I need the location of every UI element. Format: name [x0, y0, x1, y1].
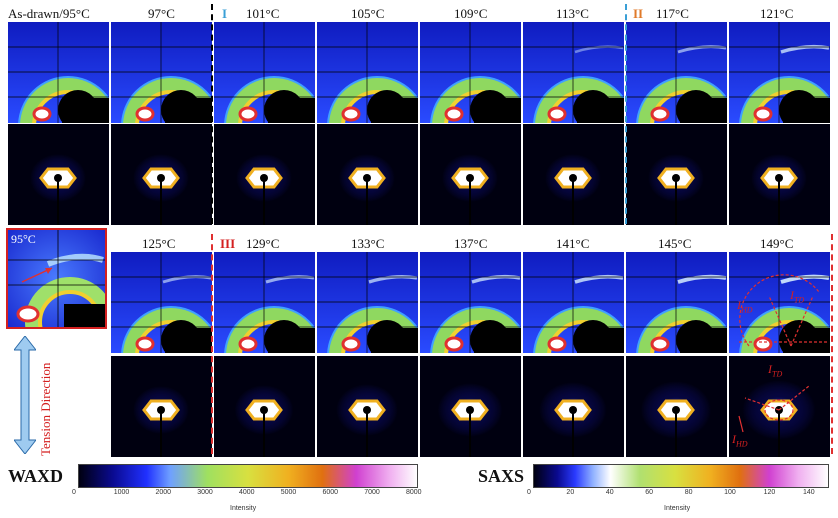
- waxd-pattern: [729, 252, 830, 353]
- colorbar-tick: 80: [684, 489, 693, 496]
- saxs-pattern: [111, 124, 212, 225]
- saxs-title: SAXS: [478, 466, 525, 486]
- stage-iii-label: III: [220, 236, 236, 251]
- colorbar-tick: 1000: [113, 489, 130, 496]
- waxd-title: WAXD: [8, 466, 64, 486]
- saxs-pattern: [214, 356, 315, 457]
- colorbar-tick: 40: [605, 489, 614, 496]
- divider-stage-ii: [211, 234, 213, 454]
- temp-label-r2-5: 145°C: [658, 236, 692, 251]
- inset-95c-pattern: 95°C: [6, 228, 107, 329]
- waxd-pattern: [420, 252, 521, 353]
- saxs-pattern: [626, 356, 727, 457]
- itd-label-saxs: ITD: [768, 362, 783, 379]
- temp-label-r1-5: 113°C: [556, 6, 589, 21]
- saxs-pattern: [8, 124, 109, 225]
- colorbar-tick: 8000: [406, 489, 422, 496]
- itd-label-waxd: ITD: [790, 288, 805, 305]
- stage-ii-label: II: [633, 6, 644, 21]
- colorbar-tick: 7000: [364, 489, 380, 496]
- temp-label-r1-7: 121°C: [760, 6, 794, 21]
- colorbar-tick: 100: [724, 489, 736, 496]
- temp-label-r1-1: 97°C: [148, 6, 175, 21]
- waxd-pattern: [626, 22, 727, 123]
- saxs-pattern: [729, 124, 830, 225]
- waxd-colorbar: [78, 464, 418, 488]
- colorbar-tick: 2000: [155, 489, 172, 496]
- temp-label-r1-4: 109°C: [454, 6, 488, 21]
- saxs-pattern: [111, 356, 212, 457]
- saxs-colorbar: [533, 464, 829, 488]
- saxs-pattern: [626, 124, 727, 225]
- saxs-pattern: [420, 356, 521, 457]
- temp-label-r2-1: 129°C: [246, 236, 280, 251]
- saxs-pattern: [523, 356, 624, 457]
- colorbar-tick: 20: [566, 489, 575, 496]
- waxd-pattern: [523, 252, 624, 353]
- ihd-label-saxs: IHD: [732, 432, 748, 449]
- saxs-pattern: [523, 124, 624, 225]
- waxd-pattern: [8, 22, 109, 123]
- stage-i-label: I: [222, 6, 228, 21]
- temp-label-r2-4: 141°C: [556, 236, 590, 251]
- saxs-axis-label: Intensity: [664, 505, 691, 512]
- waxd-axis-label: Intensity: [230, 505, 257, 512]
- saxs-pattern: [214, 124, 315, 225]
- divider-stage-iii: [831, 234, 833, 454]
- tension-direction-label: Tension Direction: [38, 362, 53, 456]
- temp-label-r2-2: 133°C: [351, 236, 385, 251]
- saxs-pattern: [420, 124, 521, 225]
- divider-start: [211, 4, 213, 224]
- temp-label-r1-0: As-drawn/95°C: [8, 6, 90, 21]
- colorbar-tick: 120: [763, 489, 776, 496]
- waxd-pattern: [111, 22, 212, 123]
- double-arrow-icon: [14, 336, 36, 454]
- temp-label-r1-3: 105°C: [351, 6, 385, 21]
- colorbar-tick: 4000: [239, 489, 255, 496]
- ihd-label-waxd: IHD: [737, 298, 753, 315]
- saxs-pattern: [317, 356, 418, 457]
- waxd-pattern: [523, 22, 624, 123]
- temp-label-r2-0: 125°C: [142, 236, 176, 251]
- temp-label-r2-6: 149°C: [760, 236, 794, 251]
- waxd-pattern: [111, 252, 212, 353]
- waxd-pattern: [420, 22, 521, 123]
- waxd-pattern: [214, 22, 315, 123]
- colorbar-tick: 60: [645, 489, 654, 496]
- inset-temp-label: 95°C: [11, 232, 36, 246]
- colorbar-tick: 5000: [280, 489, 297, 496]
- colorbar-tick: 3000: [197, 489, 213, 496]
- temp-label-r1-6: 117°C: [656, 6, 689, 21]
- colorbar-tick: 0: [72, 489, 76, 496]
- temp-label-r2-3: 137°C: [454, 236, 488, 251]
- waxd-pattern: [214, 252, 315, 353]
- waxd-pattern: [729, 22, 830, 123]
- divider-stage-i: [625, 4, 627, 224]
- colorbar-tick: 6000: [322, 489, 339, 496]
- colorbar-tick: 140: [803, 489, 815, 496]
- temp-label-r1-2: 101°C: [246, 6, 280, 21]
- waxd-pattern: [626, 252, 727, 353]
- waxd-pattern: [317, 252, 418, 353]
- saxs-pattern: [729, 356, 830, 457]
- saxs-pattern: [317, 124, 418, 225]
- waxd-pattern: [317, 22, 418, 123]
- colorbar-tick: 0: [527, 489, 531, 496]
